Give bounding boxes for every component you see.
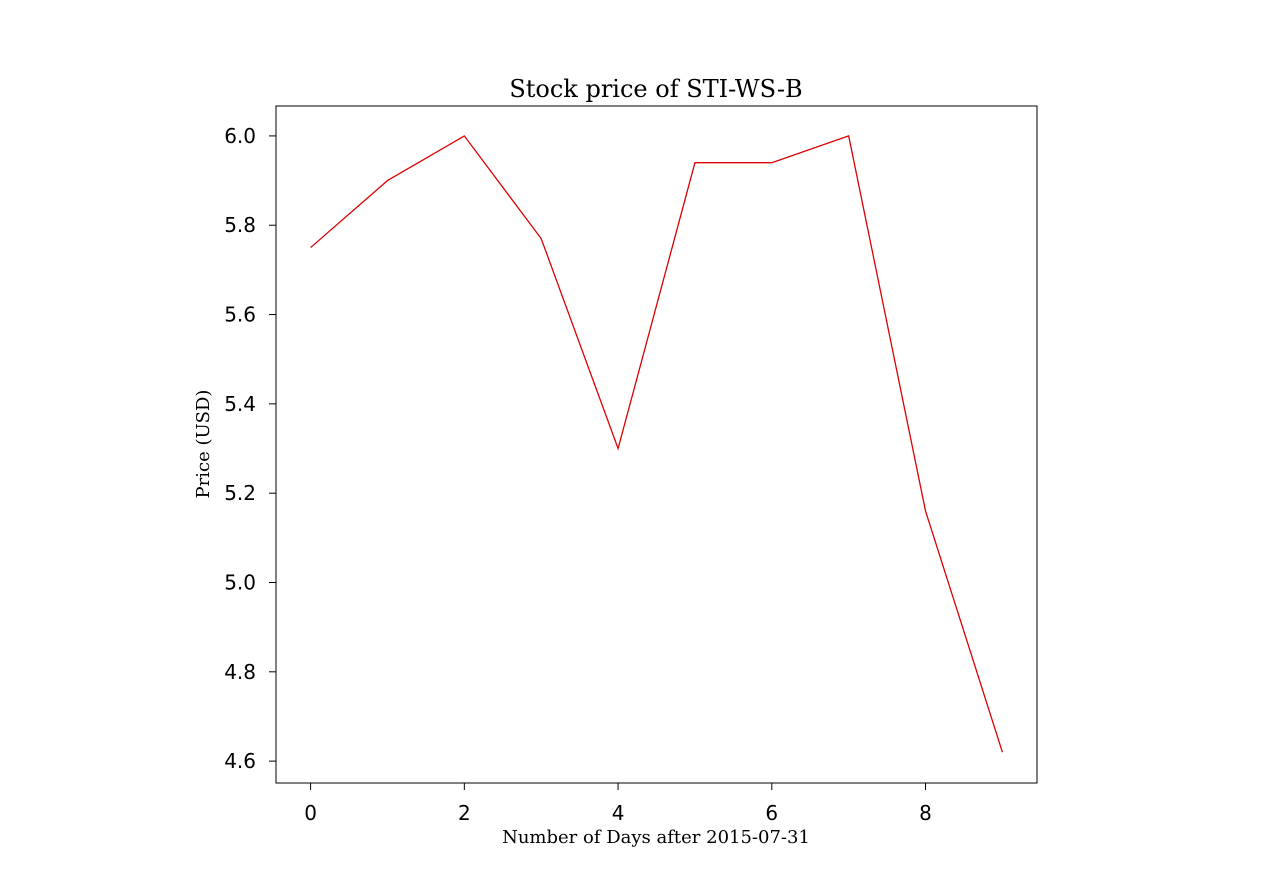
y-tick-label-6.0: 6.0: [224, 124, 256, 148]
y-tick-label-5.8: 5.8: [224, 213, 256, 237]
y-tick-label-5.2: 5.2: [224, 481, 256, 505]
x-tick-label-0: 0: [304, 801, 317, 825]
plot-area: 0 2 4 6 8 4.6 4.8 5.0 5.2 5.4 5.6 5.8 6.0: [224, 105, 1038, 825]
y-axis-label: Price (USD): [193, 390, 214, 499]
x-tick-label-4: 4: [612, 801, 625, 825]
x-tick-label-2: 2: [458, 801, 471, 825]
y-tick-label-4.6: 4.6: [224, 749, 256, 773]
x-axis-label: Number of Days after 2015-07-31: [502, 827, 810, 848]
chart-title: Stock price of STI-WS-B: [509, 75, 802, 103]
series-line-0: [310, 135, 1004, 753]
y-tick-label-5.6: 5.6: [224, 303, 256, 327]
y-tick-label-5.0: 5.0: [224, 570, 256, 594]
y-tick-label-4.8: 4.8: [224, 660, 256, 684]
x-tick-label-6: 6: [765, 801, 778, 825]
y-tick-label-5.4: 5.4: [224, 392, 256, 416]
plot-frame: [275, 105, 1038, 784]
x-tick-label-8: 8: [919, 801, 932, 825]
